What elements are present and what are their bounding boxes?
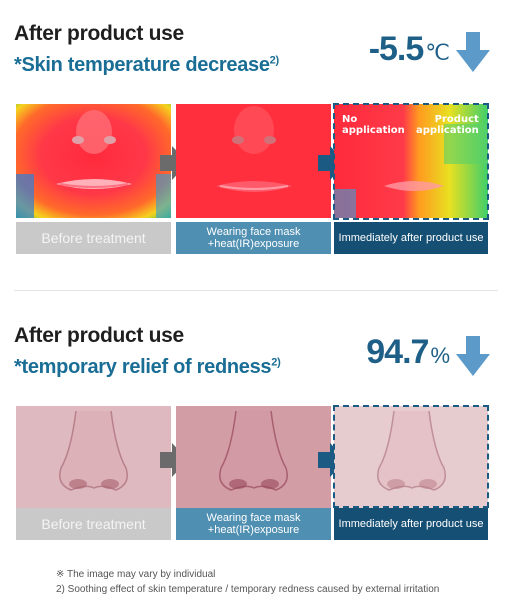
redness-image-after (334, 406, 488, 508)
redness-stat: 94.7% (366, 333, 450, 372)
caption-mask-heat: Wearing face mask +heat(IR)exposure (176, 222, 331, 254)
thermal-image-mask-heat (176, 104, 331, 218)
no-application-label: No application (342, 114, 405, 136)
subtitle-text: *Skin temperature decrease (14, 54, 270, 76)
caption-before-treatment: Before treatment (16, 222, 171, 254)
redness-image-before (16, 406, 171, 508)
skin-temperature-section: After product use *Skin temperature decr… (0, 0, 512, 280)
section-subtitle: *temporary relief of redness2) (14, 356, 281, 379)
footnote-2: 2) Soothing effect of skin temperature /… (56, 584, 440, 595)
subtitle-text: *temporary relief of redness (14, 356, 272, 378)
temperature-stat: -5.5℃ (369, 30, 450, 69)
redness-image-mask-heat (176, 406, 331, 508)
after-image-frame (333, 405, 489, 508)
down-arrow-icon (456, 32, 490, 72)
footnotes: ※ The image may vary by individual 2) So… (56, 567, 439, 597)
caption-before-treatment: Before treatment (16, 508, 171, 540)
footnote-ref: 2) (269, 54, 279, 67)
caption-mask-heat: Wearing face mask +heat(IR)exposure (176, 508, 331, 540)
caption-after-product: Immediately after product use (334, 222, 488, 254)
caption-after-product: Immediately after product use (334, 508, 488, 540)
section-title: After product use (14, 22, 184, 45)
down-arrow-icon (456, 336, 490, 376)
stat-unit: ℃ (425, 40, 450, 65)
thermal-image-after (334, 104, 488, 218)
footnote-disclaimer: ※ The image may vary by individual (56, 569, 216, 580)
stat-value: -5.5 (368, 30, 425, 68)
thermal-image-before (16, 104, 171, 218)
stat-value: 94.7 (366, 333, 429, 371)
after-image-frame (333, 103, 489, 220)
section-title: After product use (14, 324, 184, 347)
stat-unit: % (430, 343, 450, 368)
section-subtitle: *Skin temperature decrease2) (14, 54, 279, 77)
footnote-ref: 2) (271, 356, 281, 369)
product-application-label: Product application (416, 114, 479, 136)
redness-section: After product use *temporary relief of r… (0, 300, 512, 560)
section-divider (14, 290, 498, 291)
